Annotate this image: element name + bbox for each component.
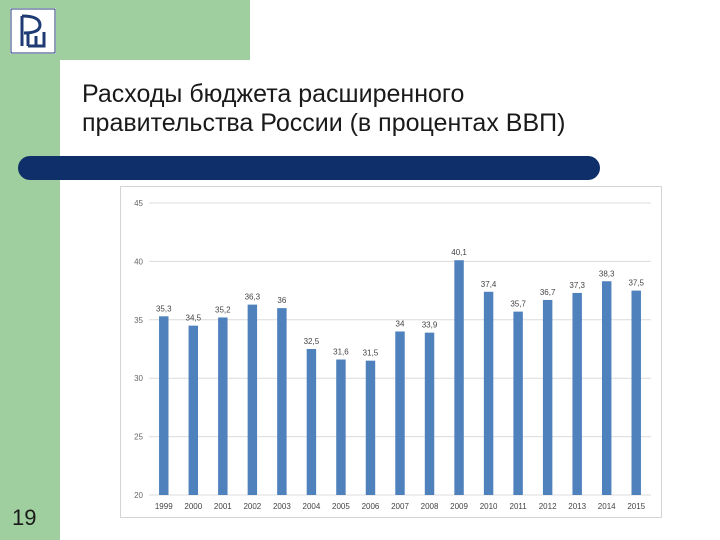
- data-label: 40,1: [451, 248, 467, 257]
- y-tick-label: 25: [134, 433, 143, 442]
- bar: [159, 316, 169, 495]
- data-label: 37,3: [569, 281, 585, 290]
- data-label: 35,7: [510, 300, 526, 309]
- data-label: 33,9: [422, 321, 438, 330]
- title-line-2: правительства России (в процентах ВВП): [82, 109, 566, 137]
- x-tick-label: 2014: [598, 502, 616, 511]
- bar: [542, 299, 553, 495]
- y-tick-label: 45: [134, 199, 143, 208]
- x-tick-label: 2000: [184, 502, 202, 511]
- bar: [336, 359, 346, 495]
- bar-chart: 20 25 30 35 40 45 35,3 1999 34,5 2000 35,2 2001 36,3…: [134, 199, 651, 511]
- bar: [601, 281, 612, 495]
- title-underline-bar: [18, 156, 600, 180]
- data-label: 34: [396, 319, 405, 328]
- data-label: 34,5: [186, 314, 202, 323]
- bar: [247, 304, 258, 495]
- bar: [454, 260, 464, 495]
- x-tick-label: 2003: [273, 502, 291, 511]
- x-tick-label: 2013: [568, 502, 586, 511]
- x-tick-label: 1999: [155, 502, 173, 511]
- y-tick-label: 35: [134, 316, 143, 325]
- data-label: 35,3: [156, 304, 172, 313]
- x-tick-label: 2015: [627, 502, 645, 511]
- x-tick-label: 2008: [421, 502, 439, 511]
- bar: [218, 317, 228, 495]
- data-label: 31,6: [333, 348, 349, 357]
- y-tick-label: 30: [134, 374, 143, 383]
- x-tick-label: 2011: [510, 502, 528, 511]
- bar: [188, 325, 199, 495]
- x-tick-label: 2009: [450, 502, 468, 511]
- slide-title: Расходы бюджета расширенного правительст…: [82, 80, 712, 138]
- title-line-1: Расходы бюджета расширенного: [82, 80, 465, 108]
- x-tick-label: 2002: [243, 502, 261, 511]
- left-decor-band: [0, 0, 60, 540]
- bar: [513, 311, 523, 495]
- bar: [424, 332, 435, 495]
- x-tick-label: 2006: [362, 502, 380, 511]
- x-tick-label: 2010: [480, 502, 498, 511]
- bar: [483, 291, 494, 495]
- x-tick-label: 2007: [391, 502, 409, 511]
- y-tick-label: 20: [134, 491, 143, 500]
- data-label: 35,2: [215, 305, 231, 314]
- bar: [631, 290, 641, 495]
- data-label: 31,5: [363, 349, 379, 358]
- chart-frame: 20 25 30 35 40 45 35,3 1999 34,5 2000 35,2 2001 36,3…: [120, 186, 662, 518]
- bar: [306, 349, 317, 495]
- bar: [365, 360, 376, 495]
- x-tick-label: 2004: [303, 502, 321, 511]
- data-label: 32,5: [304, 337, 320, 346]
- bar: [277, 308, 287, 495]
- x-tick-label: 2005: [332, 502, 350, 511]
- page-number: 19: [12, 505, 37, 530]
- bar: [395, 331, 405, 495]
- data-label: 37,5: [628, 279, 644, 288]
- y-tick-label: 40: [134, 257, 143, 266]
- data-label: 38,3: [599, 269, 615, 278]
- x-tick-label: 2001: [214, 502, 232, 511]
- data-label: 37,4: [481, 280, 497, 289]
- bar: [572, 292, 582, 495]
- hse-logo: [10, 8, 56, 54]
- data-label: 36,3: [245, 293, 261, 302]
- x-tick-label: 2012: [539, 502, 557, 511]
- data-label: 36,7: [540, 288, 556, 297]
- data-label: 36: [277, 296, 286, 305]
